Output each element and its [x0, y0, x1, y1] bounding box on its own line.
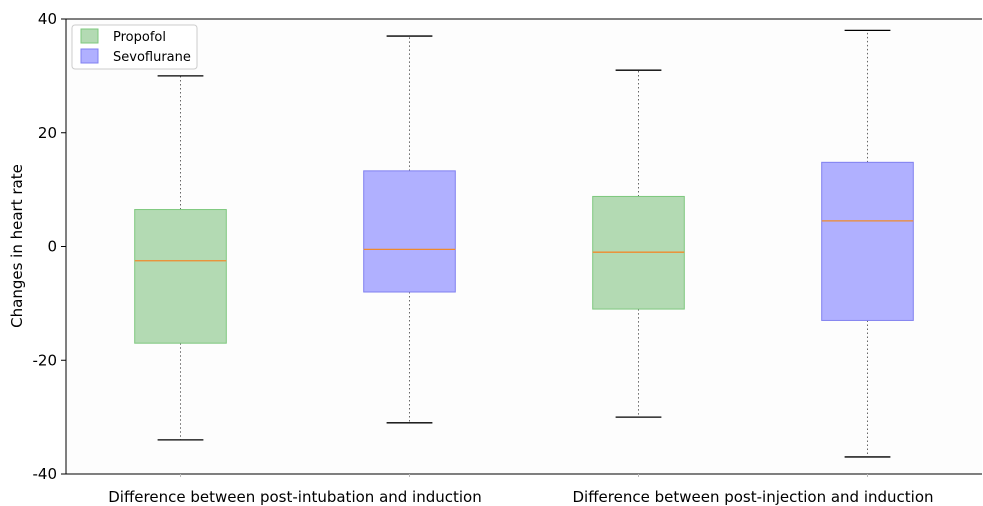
y-tick-label: 40: [38, 10, 57, 28]
y-tick-label: -20: [33, 351, 58, 369]
box-sevoflurane-1: [363, 170, 456, 293]
y-tick-label: 20: [38, 124, 57, 142]
box-sevoflurane-2: [821, 161, 914, 321]
legend-frame: [71, 24, 198, 70]
y-axis-label: Changes in heart rate: [8, 164, 26, 328]
legend: Propofol Sevoflurane: [71, 24, 198, 70]
legend-swatch-sevoflurane: [80, 48, 99, 64]
legend-swatch-propofol: [80, 28, 99, 44]
legend-label-sevoflurane: Sevoflurane: [113, 50, 191, 65]
y-tick-label: -40: [33, 465, 58, 483]
x-category-label: Difference between post-injection and in…: [572, 488, 933, 506]
legend-label-propofol: Propofol: [113, 30, 166, 45]
x-category-label: Difference between post-intubation and i…: [108, 488, 481, 506]
boxes-layer: [134, 29, 914, 458]
ticks-layer: -40 -20 0 20 40 Difference between post-intub…: [33, 10, 934, 506]
y-tick-label: 0: [47, 238, 57, 256]
box-propofol-1: [134, 209, 227, 344]
